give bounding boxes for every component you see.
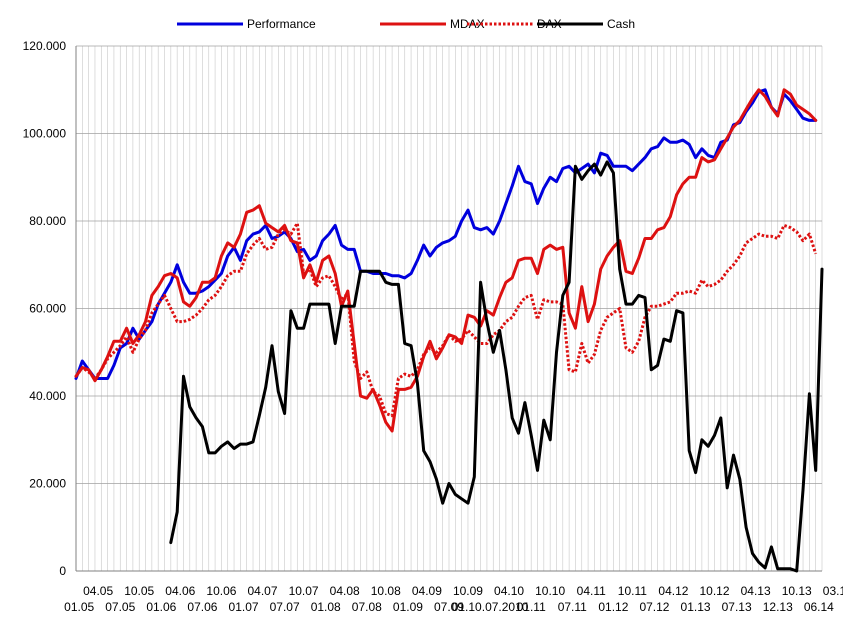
x-tick-label: 04.06 [165, 584, 195, 598]
x-tick-label: 04.07 [247, 584, 277, 598]
x-tick-label: 01.08 [311, 600, 341, 614]
x-tick-label: 07.06 [187, 600, 217, 614]
y-tick-label: 20.000 [29, 477, 66, 491]
x-tick-label: 07.07 [270, 600, 300, 614]
y-tick-label: 80.000 [29, 214, 66, 228]
x-tick-label: 01.07 [229, 600, 259, 614]
gridlines [75, 45, 823, 572]
y-tick-label: 60.000 [29, 302, 66, 316]
x-tick-label: 10.10 [535, 584, 565, 598]
x-tick-label: 04.12 [658, 584, 688, 598]
x-tick-label: 10.05 [124, 584, 154, 598]
x-tick-label: 04.05 [83, 584, 113, 598]
series-line-dax [74, 221, 818, 418]
x-tick-label: 10.07 [289, 584, 319, 598]
x-tick-label: 07.08 [352, 600, 382, 614]
x-tick-label: 01.11 [517, 600, 546, 614]
y-tick-label: 40.000 [29, 389, 66, 403]
x-tick-label: 01.09 [393, 600, 423, 614]
x-tick-label: 12.13 [763, 600, 793, 614]
x-tick-label: 03.14 [823, 584, 843, 598]
series-line-cash [169, 160, 824, 573]
x-tick-label: 04.10 [494, 584, 524, 598]
x-tick-label: 04.08 [330, 584, 360, 598]
x-tick-label: 07.11 [558, 600, 587, 614]
legend-label: Cash [607, 17, 635, 31]
legend-label: Performance [247, 17, 316, 31]
x-tick-label: 07.12 [639, 600, 669, 614]
x-tick-label: 01.12 [598, 600, 628, 614]
x-tick-label: 10.06 [206, 584, 236, 598]
x-tick-label: 07.05 [105, 600, 135, 614]
axes: 0 20.000 40.000 60.000 80.000 100.000 120.000 0… [23, 39, 843, 614]
x-tick-label: 01.05 [64, 600, 94, 614]
x-tick-label: 10.12 [700, 584, 730, 598]
legend: Performance MDAX DAX Cash [177, 17, 635, 31]
x-tick-label: 04.13 [741, 584, 771, 598]
x-tick-label: 10.13 [782, 584, 812, 598]
x-tick-label: 01.10.07.2010 [452, 600, 529, 614]
x-tick-label: 04.09 [412, 584, 442, 598]
y-tick-label: 100.000 [23, 127, 67, 141]
x-tick-label: 04.11 [577, 584, 606, 598]
x-tick-label: 06.14 [804, 600, 834, 614]
x-tick-label: 07.09 [434, 600, 464, 614]
series-lines [74, 88, 824, 573]
x-tick-label: 10.11 [618, 584, 647, 598]
x-tick-label: 01.13 [681, 600, 711, 614]
x-tick-label: 10.09 [453, 584, 483, 598]
x-tick-label: 07.13 [722, 600, 752, 614]
y-tick-label: 0 [59, 564, 66, 578]
x-tick-label: 01.06 [146, 600, 176, 614]
x-tick-label: 10.08 [371, 584, 401, 598]
y-tick-label: 120.000 [23, 39, 67, 53]
